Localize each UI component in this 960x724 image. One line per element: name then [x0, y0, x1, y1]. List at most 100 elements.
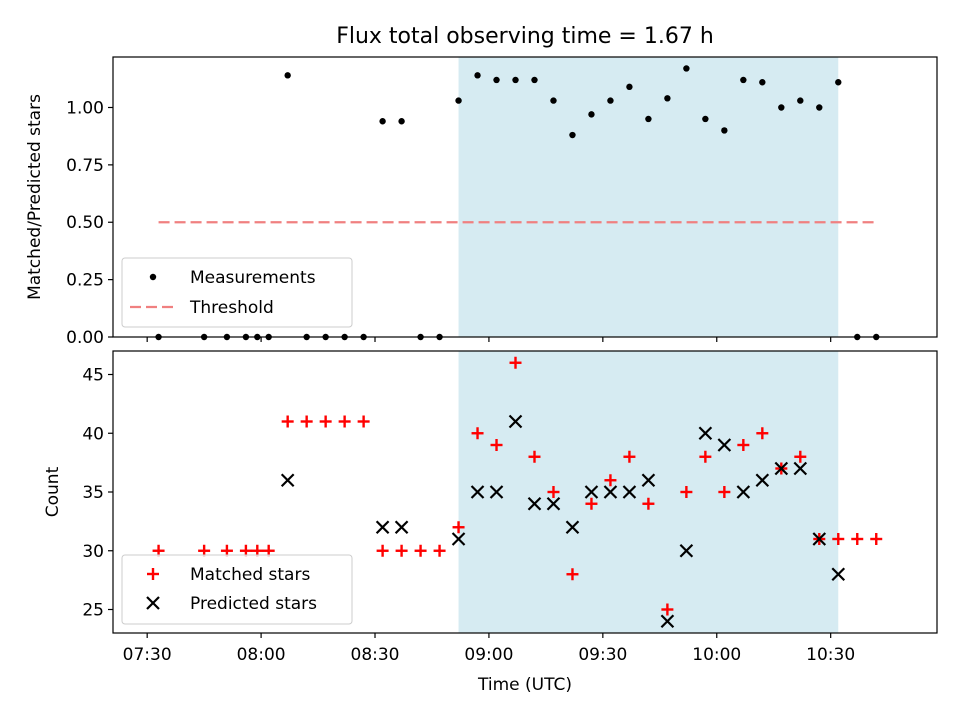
matched-star-point [737, 439, 750, 451]
matched-star-point [300, 415, 313, 428]
matched-star-point [756, 427, 769, 440]
x-tick-label: 10:00 [692, 645, 741, 665]
matched-star-point [661, 603, 674, 616]
predicted-star-point [812, 532, 827, 546]
bottom-panel: Count Time (UTC) 25 30 35 40 45 07:30 08:00 08… [43, 350, 938, 695]
predicted-star-point [622, 485, 637, 499]
matched-star-point [433, 544, 446, 557]
top-y-axis-label: Matched/Predicted stars [25, 94, 45, 300]
matched-star-point [604, 474, 617, 487]
x-tick-label: 09:30 [578, 645, 627, 665]
top-legend-box [121, 257, 353, 328]
legend-matched-marker [147, 568, 159, 580]
matched-star-point [452, 521, 465, 534]
measurement-point [835, 79, 842, 86]
measurement-point [550, 97, 557, 104]
matched-star-point [870, 533, 883, 545]
top-y-tick-label: 0.00 [66, 328, 104, 348]
measurement-point [398, 118, 405, 125]
legend-threshold-label: Threshold [189, 298, 274, 318]
matched-star-point [623, 450, 636, 463]
matched-star-point [851, 533, 864, 545]
predicted-stars-points [280, 414, 846, 629]
measurement-point [588, 111, 595, 118]
matched-star-point [832, 533, 845, 545]
top-y-tick-label: 0.75 [66, 156, 104, 176]
top-y-ticks: 0.00 0.25 0.50 0.75 1.00 [66, 98, 113, 348]
bottom-legend-box [121, 554, 353, 625]
bottom-axes-frame [112, 350, 938, 634]
predicted-star-point [527, 496, 542, 511]
measurement-point [284, 72, 291, 79]
bottom-shaded-interval [458, 351, 839, 633]
predicted-star-point [698, 426, 713, 441]
bottom-y-tick-label: 40 [82, 424, 104, 444]
measurement-point [683, 65, 690, 72]
measurement-point [379, 118, 386, 125]
matched-star-point [547, 486, 560, 498]
measurement-point [759, 79, 766, 86]
bottom-y-tick-label: 25 [82, 601, 104, 621]
top-panel: Flux total observing time = 1.67 h Match… [25, 24, 938, 348]
matched-star-point [338, 415, 351, 428]
top-y-tick-label: 0.25 [66, 271, 104, 291]
predicted-star-point [603, 485, 618, 499]
measurement-point [531, 76, 538, 84]
measurement-point [778, 104, 785, 111]
predicted-star-point [375, 520, 390, 535]
bottom-y-tick-label: 35 [82, 483, 104, 503]
measurement-point [626, 83, 633, 91]
measurement-point [721, 127, 728, 134]
measurement-point [816, 104, 823, 111]
matched-star-point [718, 486, 731, 498]
measurement-point [702, 115, 709, 123]
measurement-point [569, 131, 576, 139]
matched-star-point [376, 544, 389, 557]
top-axes-frame [112, 56, 938, 338]
measurement-point [645, 115, 652, 123]
top-y-tick-label: 0.50 [66, 213, 104, 233]
top-x-ticks [146, 337, 832, 342]
predicted-star-point [660, 614, 675, 629]
measurement-point [740, 76, 747, 84]
bottom-y-tick-label: 45 [82, 366, 104, 386]
matched-star-point [699, 450, 712, 463]
legend-measurements-marker [149, 273, 157, 281]
predicted-star-point [394, 520, 409, 535]
matched-star-point [680, 486, 693, 498]
matched-star-point [642, 497, 655, 510]
matched-star-point [585, 497, 598, 510]
legend-measurements-label: Measurements [190, 268, 316, 288]
matched-star-point [490, 439, 503, 451]
predicted-star-point [774, 461, 789, 476]
predicted-star-point [679, 543, 694, 558]
predicted-star-point [831, 567, 846, 582]
predicted-star-point [717, 438, 732, 452]
measurement-point [664, 95, 671, 102]
predicted-star-point [280, 473, 295, 488]
top-shaded-interval [458, 57, 839, 337]
measurement-point [512, 76, 519, 84]
x-tick-label: 07:30 [123, 645, 172, 665]
matched-star-point [471, 427, 484, 440]
predicted-star-point [508, 414, 523, 429]
bottom-y-ticks: 25 30 35 40 45 [82, 366, 113, 621]
matched-star-point [794, 450, 807, 463]
matched-star-point [414, 544, 427, 557]
bottom-y-tick-label: 30 [82, 542, 104, 562]
bottom-x-ticks: 07:30 08:00 08:30 09:00 09:30 10:00 10:30 [123, 633, 855, 665]
bottom-legend: Matched stars Predicted stars [121, 554, 353, 625]
predicted-star-point [793, 461, 808, 476]
legend-matched-label: Matched stars [190, 565, 310, 585]
legend-predicted-label: Predicted stars [190, 594, 317, 614]
measurement-point [607, 97, 614, 104]
predicted-star-point [755, 473, 770, 488]
predicted-star-point [736, 485, 751, 499]
predicted-star-point [470, 485, 485, 499]
predicted-star-point [546, 496, 561, 511]
matched-star-point [528, 450, 541, 463]
predicted-star-point [584, 485, 599, 499]
x-tick-label: 09:00 [464, 645, 513, 665]
predicted-star-point [489, 485, 504, 499]
